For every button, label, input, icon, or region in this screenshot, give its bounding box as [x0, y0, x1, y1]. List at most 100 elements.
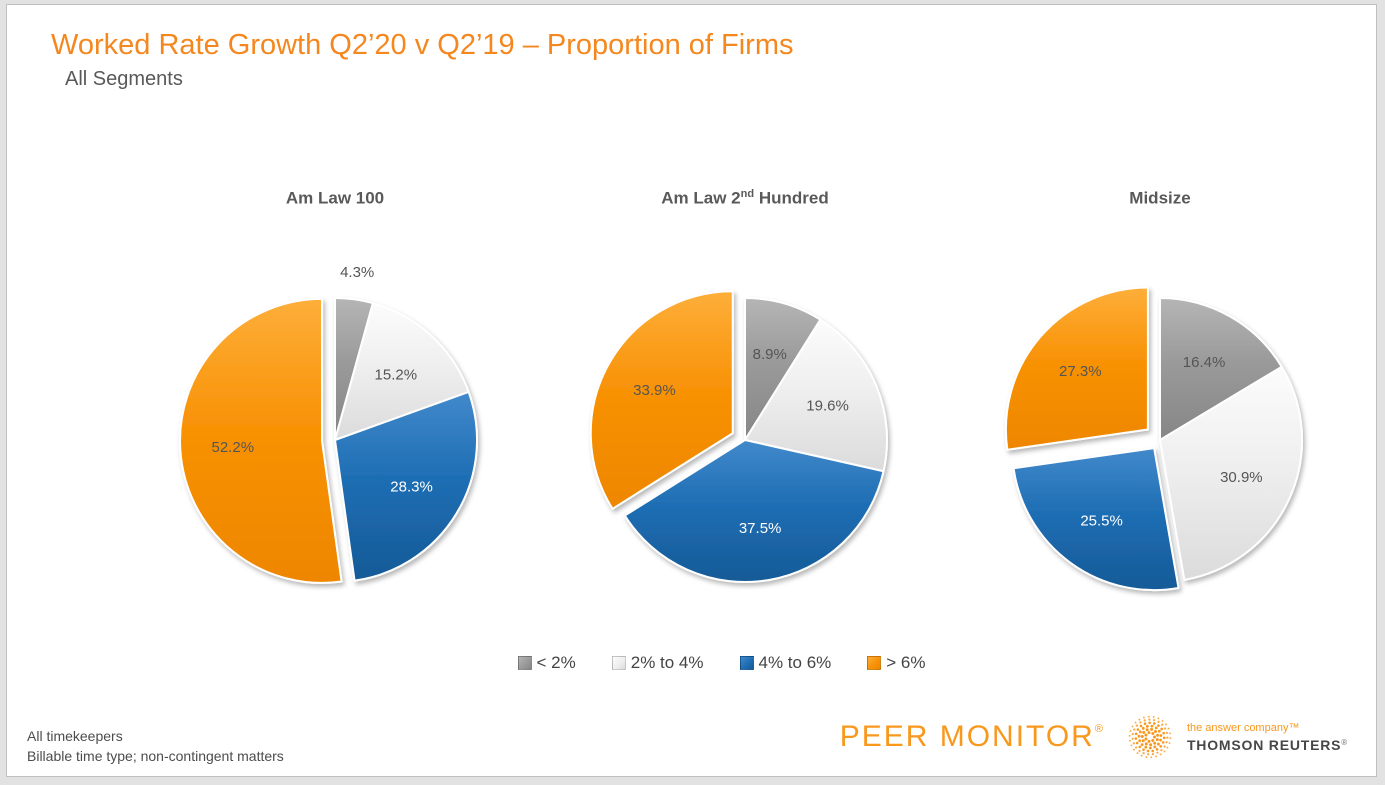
kinesis-dot [1153, 729, 1157, 733]
kinesis-dot [1165, 741, 1168, 744]
pie-slice-label: 33.9% [633, 382, 676, 399]
peer-monitor-logo: PEER MONITOR® [840, 720, 1105, 754]
kinesis-dot [1138, 730, 1142, 734]
kinesis-dot [1137, 734, 1141, 738]
pie-slice-label: 28.3% [390, 478, 433, 495]
footnotes: All timekeepers Billable time type; non-… [27, 726, 284, 766]
kinesis-dot [1165, 723, 1167, 726]
kinesis-dot [1166, 736, 1169, 739]
kinesis-dot [1156, 742, 1160, 746]
kinesis-dot [1147, 739, 1151, 743]
kinesis-dot [1143, 722, 1147, 725]
tr-tagline: the answer company™ [1186, 721, 1300, 734]
footnote-billable: Billable time type; non-contingent matte… [27, 748, 284, 764]
kinesis-dot [1128, 739, 1131, 742]
kinesis-dot [1150, 727, 1154, 731]
kinesis-dot [1169, 737, 1172, 740]
kinesis-dot [1135, 741, 1139, 745]
kinesis-dot [1167, 727, 1170, 730]
kinesis-dot [1130, 744, 1133, 747]
kinesis-dot [1154, 726, 1158, 730]
header: Worked Rate Growth Q2’20 v Q2’19 – Propo… [51, 29, 1346, 91]
kinesis-dot [1134, 732, 1138, 736]
kinesis-dot [1152, 722, 1156, 725]
kinesis-dot [1145, 728, 1149, 732]
kinesis-dot [1132, 748, 1135, 751]
kinesis-dot [1143, 719, 1146, 722]
pie-slice-label: 27.3% [1059, 363, 1102, 380]
kinesis-dot [1161, 723, 1164, 726]
kinesis-dot [1161, 741, 1165, 744]
slide: Worked Rate Growth Q2’20 v Q2’19 – Propo… [6, 4, 1377, 777]
chart-title-am-law-100: Am Law 100 [135, 188, 535, 214]
page-title: Worked Rate Growth Q2’20 v Q2’19 – Propo… [51, 29, 794, 61]
kinesis-dot [1136, 752, 1139, 755]
peer-monitor-wordmark: PEER MONITOR [839, 720, 1095, 753]
kinesis-dot [1136, 728, 1140, 731]
kinesis-dot [1160, 748, 1163, 752]
legend-item-lt-2pct: < 2% [517, 653, 576, 673]
legend-item-2-to-4pct: 2% to 4% [611, 653, 704, 673]
kinesis-dot [1134, 721, 1137, 724]
kinesis-dot [1145, 756, 1148, 759]
pie-slice-label: 30.9% [1220, 469, 1263, 486]
kinesis-dot [1150, 724, 1154, 728]
kinesis-dot [1155, 738, 1159, 742]
kinesis-dot [1157, 724, 1160, 727]
footnote-timekeepers: All timekeepers [27, 728, 123, 744]
kinesis-dot [1159, 745, 1162, 748]
kinesis-dot [1144, 733, 1148, 737]
legend-label: 2% to 4% [630, 653, 704, 672]
kinesis-dot [1132, 742, 1135, 745]
pie-slice-label: 37.5% [739, 520, 782, 537]
kinesis-dot [1141, 726, 1145, 730]
kinesis-dot [1142, 716, 1145, 719]
kinesis-dot [1138, 749, 1141, 753]
kinesis-dot [1131, 737, 1134, 740]
legend-item-gt-6pct: > 6% [867, 653, 926, 673]
registered-mark-icon: ® [1094, 723, 1105, 735]
registered-mark-icon: ® [1341, 737, 1348, 747]
kinesis-dot [1134, 737, 1138, 740]
kinesis-dot [1147, 731, 1151, 735]
pie-slice-label: 4.3% [340, 264, 374, 281]
pie-slice-4-to-6pct [623, 439, 885, 583]
kinesis-dot [1168, 742, 1171, 744]
kinesis-dot [1157, 729, 1161, 733]
chart-title-sup: nd [740, 188, 755, 200]
kinesis-dot [1138, 718, 1141, 721]
chart-title-text: Midsize [1129, 188, 1191, 208]
kinesis-dot [1148, 746, 1152, 750]
legend-marker-lt-2pct [517, 656, 532, 670]
pie-chart-midsize: 16.4% 30.9% 25.5% 27.3% [1004, 286, 1303, 592]
kinesis-dot [1152, 735, 1156, 739]
kinesis-dot [1166, 746, 1169, 749]
legend-label: > 6% [886, 653, 926, 672]
legend-marker-4-to-6pct [739, 656, 754, 670]
kinesis-dot [1138, 745, 1142, 749]
kinesis-dot [1131, 725, 1134, 728]
kinesis-dot [1162, 736, 1166, 740]
pie-slice-2-to-4pct [1159, 365, 1303, 581]
kinesis-dot [1161, 719, 1164, 722]
pie-slice-4-to-6pct [1012, 447, 1180, 592]
pie-slice-gt-6pct [1004, 286, 1149, 451]
kinesis-dot [1128, 734, 1131, 737]
kinesis-dot [1147, 753, 1150, 756]
chart-midsize: Midsize 16.4% 30.9% 25.5% 27.3% [960, 188, 1360, 594]
kinesis-dot [1140, 743, 1144, 747]
pie-slice-gt-6pct [589, 290, 734, 510]
kinesis-dot [1152, 715, 1155, 718]
kinesis-dot [1159, 753, 1162, 756]
legend-label: 4% to 6% [758, 653, 832, 672]
kinesis-dot [1138, 739, 1142, 743]
kinesis-dot [1133, 728, 1136, 731]
kinesis-dot [1149, 743, 1153, 747]
chart-title-text: Hundred [754, 188, 829, 208]
pie-slice-label: 8.9% [753, 346, 787, 363]
kinesis-dot [1153, 741, 1157, 745]
thomson-reuters-kinesis-icon [1128, 715, 1172, 759]
kinesis-dot [1144, 737, 1148, 741]
page-subtitle: All Segments [65, 68, 183, 90]
kinesis-dot [1146, 749, 1150, 753]
